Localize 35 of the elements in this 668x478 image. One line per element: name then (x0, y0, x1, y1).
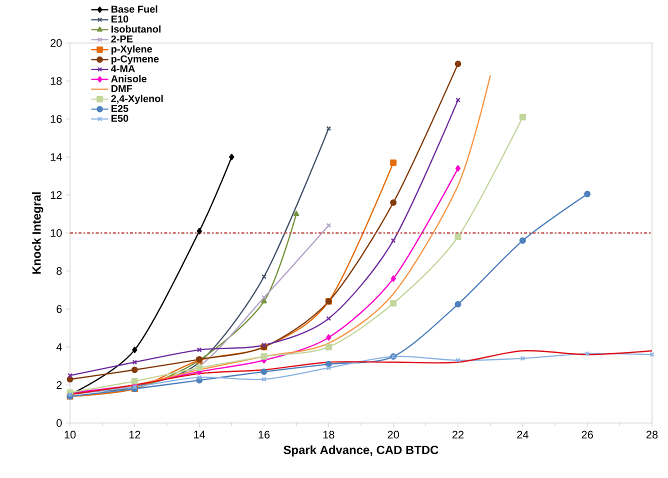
legend-label: Base Fuel (112, 5, 158, 13)
y-tick-label: 10 (50, 229, 62, 237)
x-axis-title: Spark Advance, CAD BTDC (284, 445, 438, 457)
x-tick-label: 10 (64, 430, 76, 439)
x-tick-label: 28 (646, 430, 658, 439)
legend-label: Isobutanol (112, 25, 161, 33)
x-tick-label: 22 (452, 430, 464, 438)
y-tick-label: 14 (50, 153, 62, 161)
y-tick-label: 8 (56, 267, 62, 275)
y-tick-label: 0 (56, 419, 62, 427)
y-tick-label: 12 (50, 191, 62, 199)
legend-label: 4-MA (111, 65, 135, 72)
x-tick-label: 14 (194, 430, 206, 438)
y-tick-label: 16 (50, 115, 62, 123)
legend-label: 2,4-Xylenol (111, 94, 163, 104)
x-tick-label: 24 (517, 430, 528, 438)
y-tick-label: 18 (50, 77, 62, 85)
legend-label: Anisole (111, 74, 146, 82)
y-tick-label: 6 (56, 305, 62, 313)
x-tick-label: 18 (323, 430, 334, 439)
legend-label: E10 (112, 15, 128, 23)
legend-label: p-Xylene (112, 45, 152, 55)
legend-label: 2-PE (111, 35, 133, 42)
legend-label: E25 (112, 104, 128, 112)
y-tick-label: 2 (56, 381, 62, 389)
y-tick-label: 20 (50, 39, 62, 47)
x-tick-label: 16 (258, 430, 270, 439)
legend-label: p-Cymene (112, 55, 159, 64)
y-axis-title: Knock Integral (32, 192, 44, 274)
y-tick-label: 4 (56, 343, 62, 351)
legend-label: DMF (112, 85, 132, 92)
legend-label: E50 (112, 114, 128, 122)
x-tick-label: 20 (388, 430, 399, 439)
x-tick-label: 26 (582, 430, 593, 439)
x-tick-label: 12 (129, 430, 140, 438)
